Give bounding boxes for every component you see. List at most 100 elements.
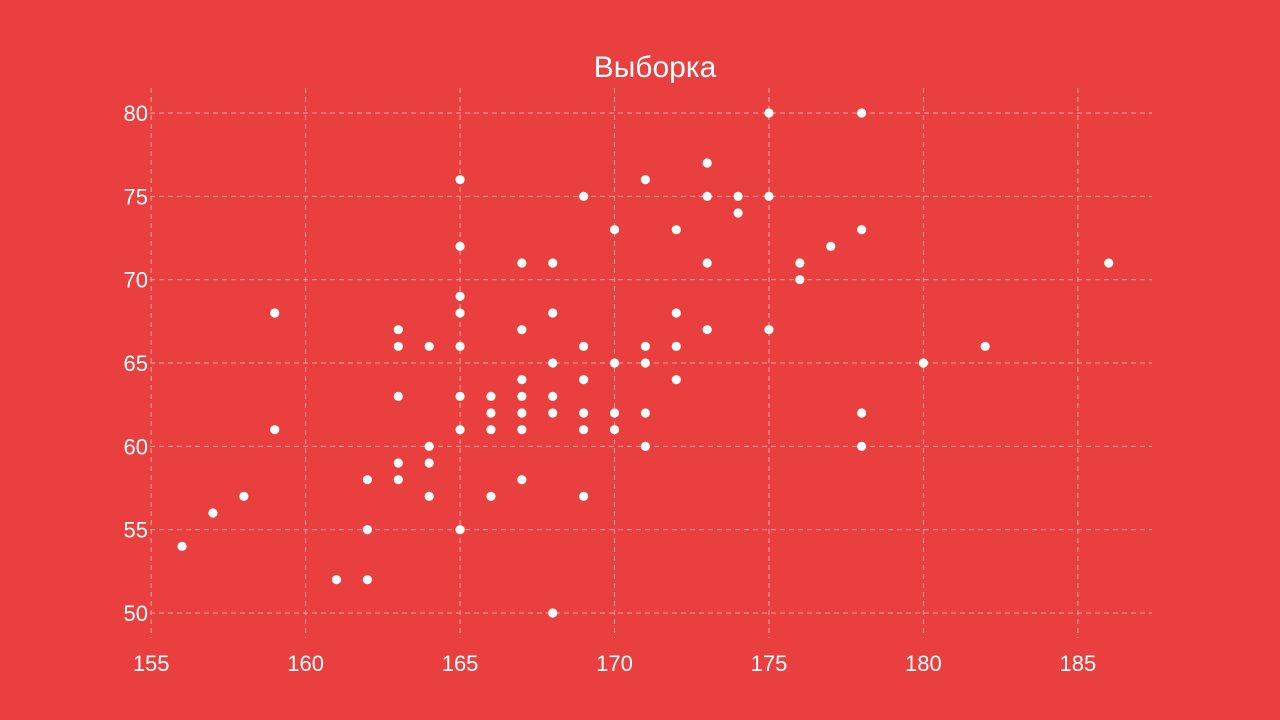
data-point xyxy=(393,391,403,401)
data-point xyxy=(795,275,805,285)
data-point xyxy=(331,575,342,585)
x-tick-label: 160 xyxy=(287,651,324,676)
data-point xyxy=(455,341,465,351)
data-point xyxy=(455,175,465,185)
y-tick-label: 80 xyxy=(124,101,148,126)
data-point xyxy=(517,375,527,385)
x-tick-label: 180 xyxy=(905,651,942,676)
data-point xyxy=(702,191,712,201)
data-point xyxy=(640,358,651,368)
data-point xyxy=(270,308,280,318)
data-point xyxy=(424,441,434,451)
data-point xyxy=(640,441,651,451)
x-tick-label: 155 xyxy=(133,651,170,676)
data-point xyxy=(733,191,743,201)
tick-labels: 155 160 165 170 175 180 185 50 55 60 65 70 75 80 xyxy=(124,101,1097,676)
data-point xyxy=(702,258,712,268)
y-tick-label: 70 xyxy=(124,268,148,293)
data-point xyxy=(548,358,558,368)
data-point xyxy=(857,225,867,235)
data-point xyxy=(826,241,836,251)
data-point xyxy=(270,425,280,435)
data-point xyxy=(1104,258,1114,268)
data-point xyxy=(393,341,403,351)
y-tick-label: 65 xyxy=(124,351,148,376)
data-point xyxy=(640,408,651,418)
data-point xyxy=(764,108,774,118)
data-point xyxy=(455,525,465,535)
data-point xyxy=(517,408,527,418)
data-point xyxy=(455,425,465,435)
data-point xyxy=(609,425,620,435)
data-point xyxy=(579,491,589,501)
data-point xyxy=(517,475,527,485)
data-point xyxy=(857,408,867,418)
data-point xyxy=(362,525,373,535)
data-point xyxy=(486,408,496,418)
data-point xyxy=(579,425,589,435)
data-point xyxy=(671,225,681,235)
y-tick-label: 50 xyxy=(124,601,148,626)
data-point xyxy=(548,408,558,418)
data-point xyxy=(579,375,589,385)
data-points xyxy=(177,108,1114,618)
data-point xyxy=(208,508,218,518)
x-tick-label: 165 xyxy=(442,651,479,676)
data-point xyxy=(733,208,743,218)
data-point xyxy=(393,325,403,335)
data-point xyxy=(393,458,403,468)
data-point xyxy=(609,408,620,418)
data-point xyxy=(517,325,527,335)
data-point xyxy=(548,258,558,268)
grid-lines xyxy=(150,88,1152,638)
y-tick-label: 55 xyxy=(124,518,148,543)
data-point xyxy=(548,391,558,401)
data-point xyxy=(517,258,527,268)
data-point xyxy=(640,175,651,185)
data-point xyxy=(517,391,527,401)
data-point xyxy=(486,491,496,501)
data-point xyxy=(177,541,187,551)
data-point xyxy=(239,491,249,501)
data-point xyxy=(579,408,589,418)
data-point xyxy=(455,291,465,301)
data-point xyxy=(579,191,589,201)
data-point xyxy=(424,458,434,468)
data-point xyxy=(517,425,527,435)
data-point xyxy=(857,108,867,118)
data-point xyxy=(671,341,681,351)
x-tick-label: 170 xyxy=(596,651,633,676)
data-point xyxy=(548,608,558,618)
data-point xyxy=(579,341,589,351)
data-point xyxy=(455,241,465,251)
data-point xyxy=(609,358,620,368)
y-tick-label: 75 xyxy=(124,184,148,209)
data-point xyxy=(671,375,681,385)
data-point xyxy=(486,391,496,401)
data-point xyxy=(702,158,712,168)
data-point xyxy=(362,575,373,585)
data-point xyxy=(857,441,867,451)
data-point xyxy=(918,358,929,368)
data-point xyxy=(548,308,558,318)
data-point xyxy=(764,191,774,201)
data-point xyxy=(702,325,712,335)
data-point xyxy=(486,425,496,435)
chart-title: Выборка xyxy=(594,51,717,84)
data-point xyxy=(980,341,990,351)
x-tick-label: 175 xyxy=(751,651,788,676)
data-point xyxy=(362,475,373,485)
data-point xyxy=(795,258,805,268)
data-point xyxy=(764,325,774,335)
data-point xyxy=(455,308,465,318)
data-point xyxy=(455,391,465,401)
data-point xyxy=(424,341,434,351)
data-point xyxy=(671,308,681,318)
data-point xyxy=(393,475,403,485)
data-point xyxy=(640,341,651,351)
y-tick-label: 60 xyxy=(124,434,148,459)
data-point xyxy=(609,225,620,235)
x-tick-label: 185 xyxy=(1060,651,1097,676)
